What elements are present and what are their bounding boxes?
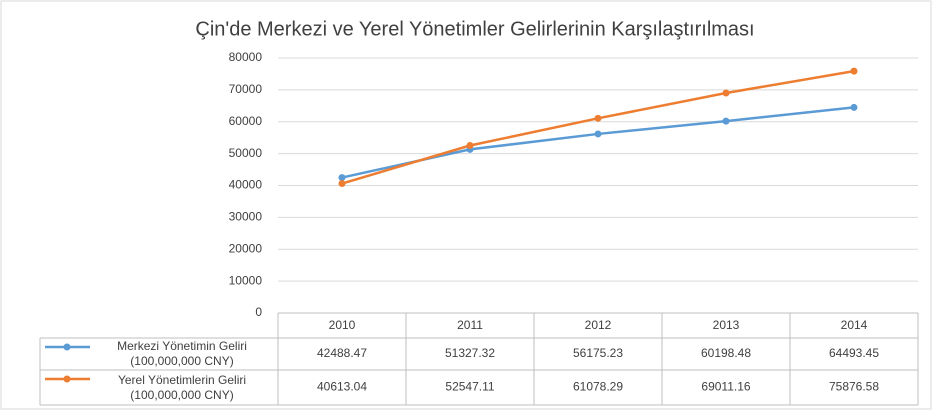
series-point [722, 89, 730, 97]
x-tick-label: 2012 [585, 318, 612, 332]
table-value: 42488.47 [317, 346, 367, 360]
series-point [722, 117, 730, 125]
series-point [338, 180, 346, 188]
table-value: 56175.23 [573, 346, 623, 360]
x-tick-label: 2013 [713, 318, 740, 332]
x-tick-label: 2011 [457, 318, 483, 332]
y-tick-label: 10000 [229, 273, 263, 287]
legend-entry: Yerel Yönetimlerin Geliri (100,000,000 C… [117, 372, 247, 402]
series-point [850, 67, 858, 75]
table-value: 61078.29 [573, 380, 623, 394]
y-tick-label: 80000 [229, 50, 263, 64]
legend-entry: Merkezi Yönetimin Geliri (100,000,000 CN… [117, 339, 247, 368]
table-value: 51327.32 [445, 346, 495, 360]
table-value: 69011.16 [701, 380, 750, 394]
series-point [338, 174, 346, 182]
x-tick-label: 2014 [841, 318, 868, 332]
table-value: 75876.58 [829, 380, 879, 394]
legend-dot [63, 375, 71, 383]
series-point [594, 130, 602, 138]
y-tick-label: 20000 [229, 241, 263, 255]
chart-title: Çin'de Merkezi ve Yerel Yönetimler Gelir… [195, 18, 754, 40]
y-tick-label: 30000 [229, 210, 263, 224]
series-point [466, 142, 474, 150]
table-value: 64493.45 [829, 346, 879, 360]
y-tick-label: 60000 [229, 114, 263, 128]
table-value: 40613.04 [317, 380, 367, 394]
y-tick-label: 0 [255, 305, 262, 319]
x-tick-label: 2010 [329, 318, 356, 332]
legend-label: Yerel Yönetimlerin Geliri (100,000,000 C… [117, 372, 247, 402]
legend-dot [63, 343, 71, 351]
series-point [594, 114, 602, 122]
table-value: 60198.48 [701, 346, 751, 360]
series-point [850, 103, 858, 111]
y-tick-label: 70000 [229, 82, 263, 96]
y-tick-label: 40000 [229, 178, 263, 192]
table-value: 52547.11 [445, 380, 494, 394]
y-tick-label: 50000 [229, 146, 263, 160]
legend-label: Merkezi Yönetimin Geliri (100,000,000 CN… [117, 339, 247, 368]
